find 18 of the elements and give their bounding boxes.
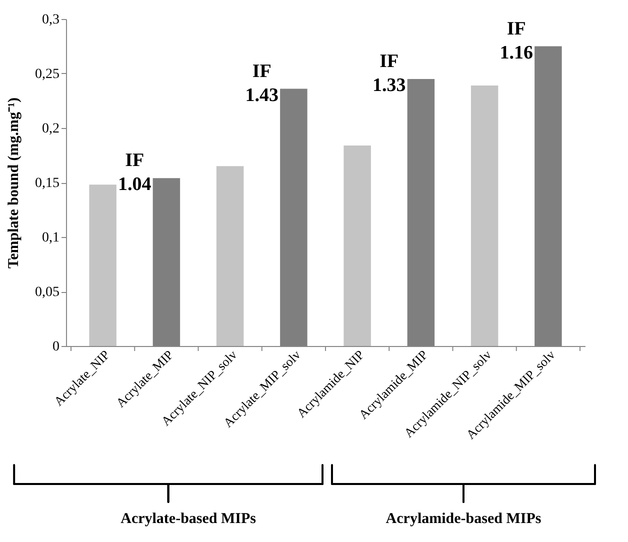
bar: [470, 85, 498, 346]
annotation: IF 1.16: [500, 18, 533, 64]
bar: [344, 145, 371, 346]
annotation: IF 1.43: [245, 60, 278, 106]
annotation: IF 1.04: [118, 150, 152, 196]
bar: [89, 184, 116, 346]
y-tick-label: 0,15: [35, 176, 60, 191]
y-tick-label: 0,3: [42, 12, 60, 28]
text: Acrylamide-based MIPs: [386, 511, 542, 527]
y-axis-title: Template bound (mg.mg⁻¹): [6, 97, 22, 269]
y-tick-label: 0: [52, 340, 60, 354]
annotation: IF 1.33: [372, 50, 406, 96]
y-tick-label: 0,1: [42, 230, 60, 246]
bar: [216, 166, 244, 346]
y-tick-label: 0,05: [35, 285, 60, 300]
text: Acrylate-based MIPs: [120, 511, 256, 527]
y-tick-label: 0,2: [42, 122, 60, 136]
y-tick-label: 0,25: [35, 67, 60, 82]
